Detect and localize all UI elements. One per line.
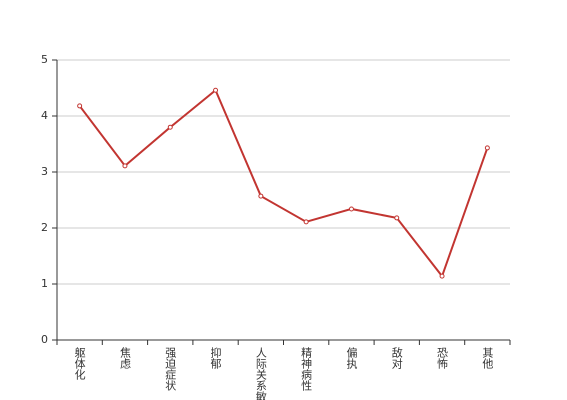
point — [213, 87, 219, 93]
x-tick-label: 恐怖 — [436, 347, 449, 369]
y-tick-label: 2 — [41, 221, 48, 234]
point — [122, 163, 128, 169]
x-tick-label: 其他 — [481, 347, 494, 369]
line — [78, 88, 489, 279]
y-tick-label: 1 — [41, 277, 48, 290]
x-tick-label: 敌对 — [390, 346, 403, 369]
x-tick-label: 躯体化 — [73, 347, 86, 381]
x-tick-label: 强迫症状 — [164, 347, 177, 391]
point — [394, 215, 400, 221]
y-tick-label: 5 — [41, 53, 48, 66]
x-tick-label: 焦虑 — [118, 347, 131, 369]
point — [439, 273, 445, 279]
x-tick-label: 人际关系敏感 — [254, 347, 267, 400]
y-tick-label: 3 — [41, 165, 48, 178]
y-tick-label: 4 — [41, 109, 48, 122]
point — [77, 103, 83, 109]
point — [348, 206, 354, 212]
x-tick-label: 抑郁 — [209, 346, 222, 369]
point — [167, 124, 173, 130]
x-tick-label: 偏执 — [345, 346, 358, 370]
point — [303, 219, 309, 225]
y-tick-label: 0 — [41, 333, 48, 346]
x-tick-label: 精神病性 — [300, 347, 313, 392]
point — [258, 193, 264, 199]
point — [484, 145, 490, 151]
